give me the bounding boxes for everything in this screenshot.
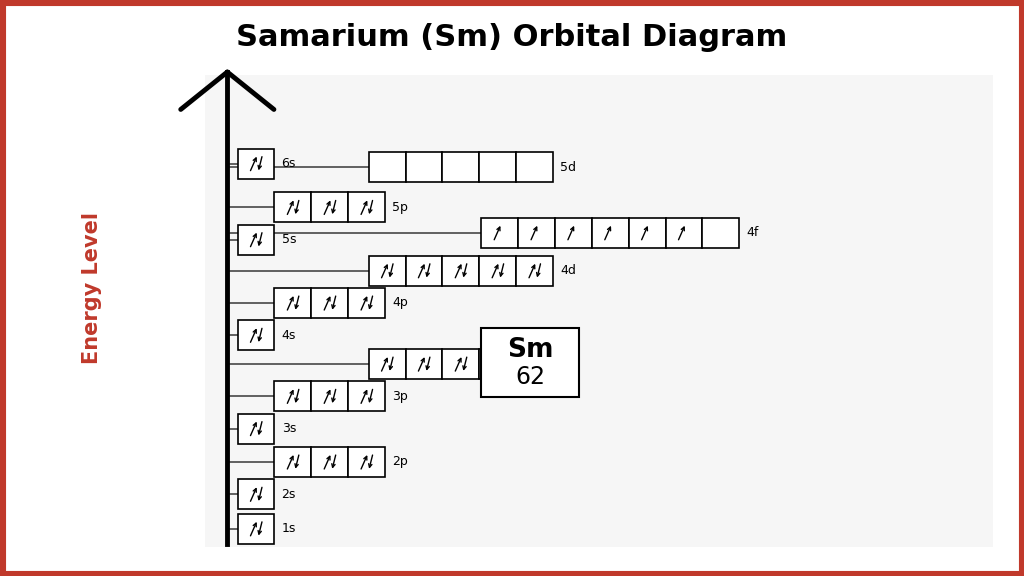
Bar [479, 256, 516, 286]
Text: Energy Level: Energy Level [82, 212, 102, 364]
Bar [481, 218, 518, 248]
Bar [274, 192, 311, 222]
Text: 5p: 5p [392, 201, 409, 214]
Bar [592, 218, 629, 248]
Text: 6s: 6s [282, 157, 296, 170]
Bar [311, 447, 348, 477]
Bar [442, 256, 479, 286]
Bar [406, 256, 442, 286]
Bar [629, 218, 666, 248]
Text: 2p: 2p [392, 456, 408, 468]
Text: 3s: 3s [282, 422, 296, 435]
Bar [238, 414, 274, 444]
Bar [348, 381, 385, 411]
Bar [369, 256, 406, 286]
Bar [311, 381, 348, 411]
Bar [481, 328, 579, 397]
Bar [348, 288, 385, 318]
Bar [238, 320, 274, 350]
Bar [238, 225, 274, 255]
Text: 4f: 4f [746, 226, 759, 239]
Bar [479, 349, 516, 379]
Bar [666, 218, 702, 248]
Bar [369, 349, 406, 379]
Bar [311, 288, 348, 318]
Text: 62: 62 [515, 365, 545, 389]
Text: 5s: 5s [282, 233, 296, 246]
Bar [348, 447, 385, 477]
Text: Samarium (Sm) Orbital Diagram: Samarium (Sm) Orbital Diagram [237, 23, 787, 52]
Bar [348, 192, 385, 222]
Bar [516, 349, 553, 379]
Bar [274, 288, 311, 318]
Text: 2s: 2s [282, 488, 296, 501]
Bar [274, 381, 311, 411]
Text: 4s: 4s [282, 329, 296, 342]
Bar [442, 152, 479, 182]
Bar [238, 149, 274, 179]
Bar [442, 349, 479, 379]
Bar [479, 152, 516, 182]
Bar [369, 152, 406, 182]
Bar [238, 479, 274, 509]
Bar [311, 192, 348, 222]
Bar [702, 218, 739, 248]
Text: 1s: 1s [282, 522, 296, 535]
Bar [406, 152, 442, 182]
Bar [555, 218, 592, 248]
Bar [516, 256, 553, 286]
Bar [238, 514, 274, 544]
Bar [518, 218, 555, 248]
Bar [205, 75, 993, 547]
Bar [516, 152, 553, 182]
Text: 3d: 3d [560, 358, 577, 370]
Bar [274, 447, 311, 477]
Text: 4d: 4d [560, 264, 577, 277]
Bar [406, 349, 442, 379]
Text: 4p: 4p [392, 297, 408, 309]
Text: 5d: 5d [560, 161, 577, 173]
Text: Sm: Sm [507, 336, 553, 363]
Text: 3p: 3p [392, 390, 408, 403]
